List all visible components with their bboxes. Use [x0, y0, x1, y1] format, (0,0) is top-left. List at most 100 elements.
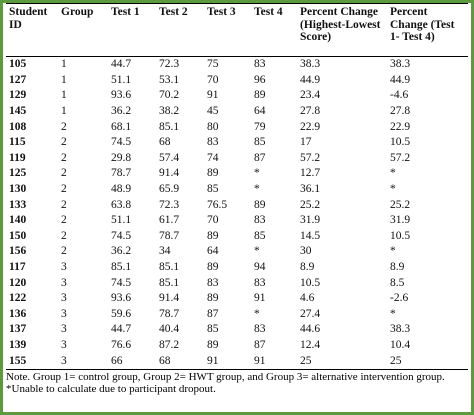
table-row: 137 3 44.7 40.4 85 83 44.6 38.3 — [6, 322, 468, 338]
table-cell: 44.6 — [300, 323, 321, 336]
table-cell: 74.5 — [111, 229, 132, 242]
table-cell: 2 — [61, 120, 67, 133]
table-row: 120 3 74.5 85.1 83 83 10.5 8.5 — [6, 275, 468, 291]
table-cell: * — [390, 307, 396, 320]
table-cell: 2 — [61, 229, 67, 242]
table-cell: 76.5 — [207, 198, 228, 211]
table-cell: 2 — [61, 214, 67, 227]
table-row: 155 3 66 68 91 91 25 25 — [6, 353, 468, 369]
table-cell: 89 — [254, 89, 266, 102]
table-cell: 64 — [254, 105, 266, 118]
table-cell: * — [390, 245, 396, 258]
table-cell: -4.6 — [390, 89, 409, 102]
table-cell: 85.1 — [159, 120, 180, 133]
notes: Note. Group 1= control group, Group 2= H… — [6, 368, 468, 396]
table-cell: 53.1 — [159, 73, 180, 86]
table-row: 136 3 59.6 78.7 87 * 27.4 * — [6, 307, 468, 323]
table-cell: 89 — [207, 229, 219, 242]
table-cell: 96 — [254, 73, 266, 86]
table-cell: 3 — [61, 276, 67, 289]
table-cell: 91.4 — [159, 167, 180, 180]
table-cell: 89 — [207, 292, 219, 305]
table-cell: 78.7 — [159, 229, 180, 242]
table-cell: 108 — [9, 120, 27, 133]
table-row: 125 2 78.7 91.4 89 * 12.7 * — [6, 166, 468, 182]
table-row: 145 1 36.2 38.2 45 64 27.8 27.8 — [6, 104, 468, 120]
table-cell: 136 — [9, 307, 27, 320]
table-cell: 93.6 — [111, 292, 132, 305]
table-cell: 133 — [9, 198, 27, 211]
table-row: 115 2 74.5 68 83 85 17 10.5 — [6, 135, 468, 151]
table-cell: 74.5 — [111, 136, 132, 149]
note-line: *Unable to calculate due to participant … — [6, 383, 216, 396]
table-cell: 140 — [9, 214, 27, 227]
table-cell: 87 — [207, 307, 219, 320]
table-cell: 1 — [61, 58, 67, 71]
table-cell: 10.5 — [390, 136, 411, 149]
table-cell: 125 — [9, 167, 27, 180]
table-cell: 79 — [254, 120, 266, 133]
column-header: Percent Change (Highest-Lowest Score) — [297, 3, 387, 57]
table-cell: 10.4 — [390, 338, 411, 351]
table-cell: 8.9 — [300, 261, 315, 274]
table-cell: 94 — [254, 261, 266, 274]
table-cell: 57.2 — [300, 151, 321, 164]
table-cell: 91 — [207, 354, 219, 367]
table-cell: 68 — [159, 354, 171, 367]
table-cell: 91 — [254, 292, 266, 305]
table-cell: 3 — [61, 338, 67, 351]
table-cell: 87 — [254, 338, 266, 351]
table-cell: 36.2 — [111, 105, 132, 118]
table-cell: 48.9 — [111, 183, 132, 196]
table-cell: 72.3 — [159, 198, 180, 211]
table-row: 139 3 76.6 87.2 89 87 12.4 10.4 — [6, 338, 468, 354]
table-row: 129 1 93.6 70.2 91 89 23.4 -4.6 — [6, 88, 468, 104]
table-body: 105 1 44.7 72.3 75 83 38.3 38.3 127 1 51.1 53.1 70 96… — [6, 57, 468, 369]
table-cell: 25.2 — [390, 198, 411, 211]
table-cell: 3 — [61, 292, 67, 305]
table-cell: 129 — [9, 89, 27, 102]
table-cell: 137 — [9, 323, 27, 336]
table-cell: 34 — [159, 245, 171, 258]
column-header: Test 2 — [156, 3, 204, 57]
table-cell: 25 — [300, 354, 312, 367]
table-cell: 38.2 — [159, 105, 180, 118]
table-cell: 68 — [159, 136, 171, 149]
table-row: 140 2 51.1 61.7 70 83 31.9 31.9 — [6, 213, 468, 229]
table-cell: 23.4 — [300, 89, 321, 102]
table-cell: 120 — [9, 276, 27, 289]
table-cell: 74 — [207, 151, 219, 164]
table-cell: 72.3 — [159, 58, 180, 71]
table-cell: 1 — [61, 89, 67, 102]
table-cell: 12.7 — [300, 167, 321, 180]
column-header: Test 1 — [108, 3, 156, 57]
table-cell: 27.4 — [300, 307, 321, 320]
table-row: 119 2 29.8 57.4 74 87 57.2 57.2 — [6, 151, 468, 167]
column-header: Percent Change (Test 1- Test 4) — [387, 3, 468, 57]
table-cell: 76.6 — [111, 338, 132, 351]
table-cell: 78.7 — [111, 167, 132, 180]
table-cell: 87 — [254, 151, 266, 164]
table-cell: 57.4 — [159, 151, 180, 164]
table-cell: 3 — [61, 307, 67, 320]
table-cell: 64 — [207, 245, 219, 258]
table-cell: 85 — [207, 323, 219, 336]
table-cell: 83 — [254, 58, 266, 71]
table-row: 117 3 85.1 85.1 89 94 8.9 8.9 — [6, 260, 468, 276]
table-cell: 61.7 — [159, 214, 180, 227]
table-cell: 57.2 — [390, 151, 411, 164]
table-cell: 66 — [111, 354, 123, 367]
table-cell: 44.9 — [300, 73, 321, 86]
table-row: 133 2 63.8 72.3 76.5 89 25.2 25.2 — [6, 197, 468, 213]
table-row: 127 1 51.1 53.1 70 96 44.9 44.9 — [6, 73, 468, 89]
table-cell: * — [390, 183, 396, 196]
table-cell: 14.5 — [300, 229, 321, 242]
table-cell: 85.1 — [159, 261, 180, 274]
table-row: 130 2 48.9 65.9 85 * 36.1 * — [6, 182, 468, 198]
table-row: 105 1 44.7 72.3 75 83 38.3 38.3 — [6, 57, 468, 73]
table-cell: 119 — [9, 151, 26, 164]
table-cell: 155 — [9, 354, 27, 367]
table-cell: 38.3 — [390, 58, 411, 71]
table-cell: 83 — [254, 276, 266, 289]
